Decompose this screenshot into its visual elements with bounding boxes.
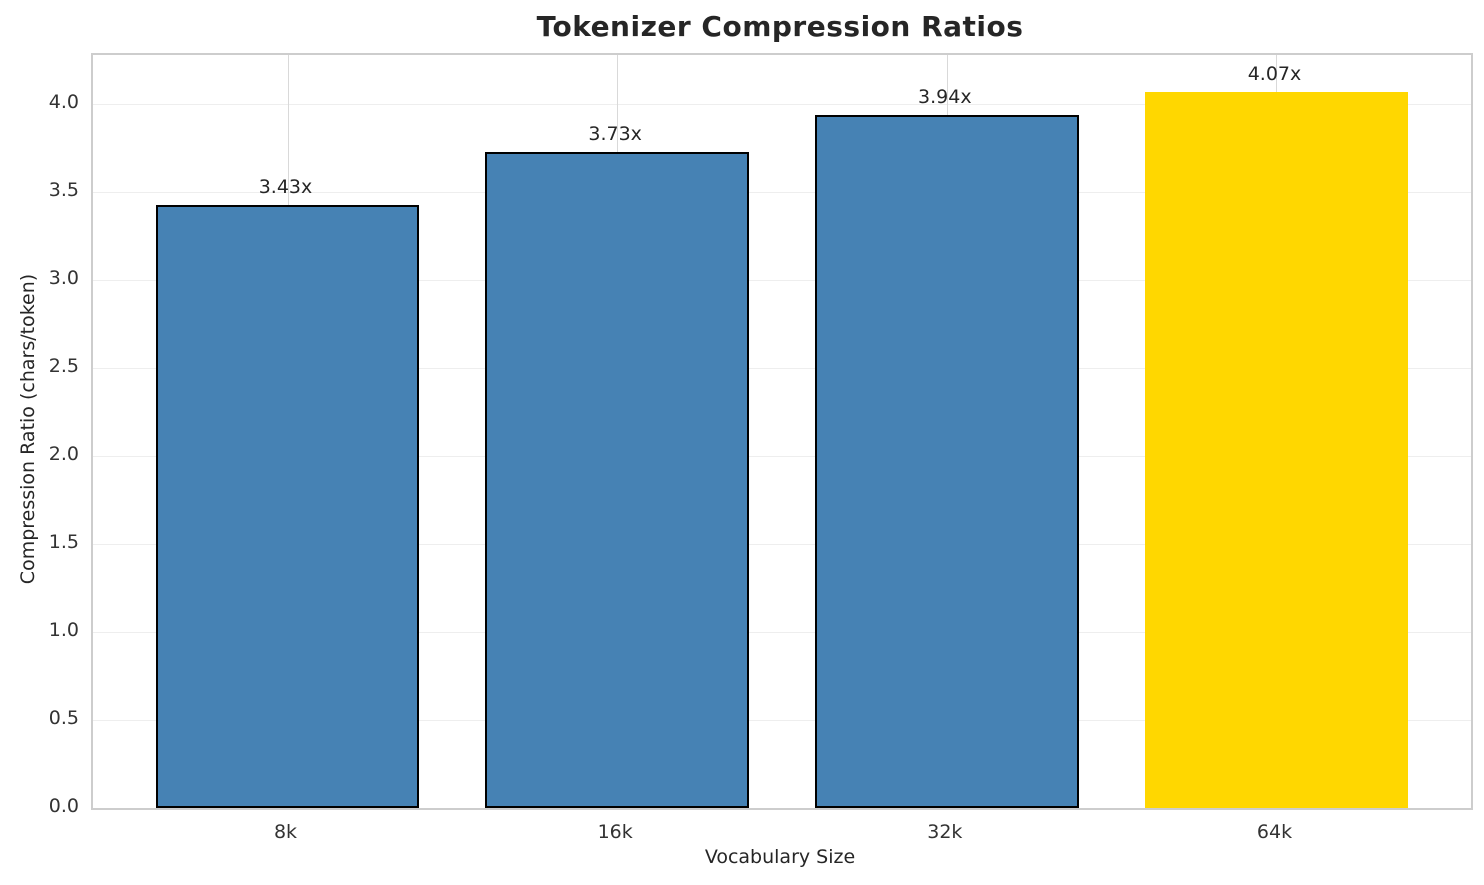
x-tick-label: 32k [927,821,963,843]
y-tick-label: 3.0 [48,267,79,290]
y-tick-label: 0.0 [48,795,79,817]
bar-8k [155,204,420,808]
bar-value-label: 3.94x [918,85,972,108]
x-tick-label: 8k [273,821,298,843]
chart-title: Tokenizer Compression Ratios [536,10,1024,43]
y-gridline [93,720,1471,722]
axes [91,53,1473,810]
bar-value-label: 4.07x [1247,62,1302,85]
y-gridline [93,632,1471,634]
bar-value-label: 3.73x [588,122,642,145]
y-tick-label: 2.0 [48,443,79,466]
y-tick-label: 1.0 [48,619,79,642]
bar-32k [814,114,1079,808]
y-gridline [93,104,1471,106]
y-tick-label: 2.5 [48,355,79,378]
bar-16k [485,151,750,808]
bar-64k [1144,91,1409,808]
x-tick-label: 64k [1256,821,1293,843]
y-gridline [93,280,1471,282]
y-tick-label: 4.0 [48,91,79,114]
bar-value-label: 3.43x [258,175,313,198]
y-gridline [93,456,1471,458]
y-tick-label: 3.5 [48,179,79,202]
y-tick-label: 1.5 [48,531,79,554]
y-tick-label: 0.5 [48,707,79,730]
y-gridline [93,192,1471,194]
y-gridline [93,368,1471,370]
x-tick-label: 16k [597,821,633,843]
x-axis-label: Vocabulary Size [704,846,856,868]
y-gridline [93,544,1471,546]
